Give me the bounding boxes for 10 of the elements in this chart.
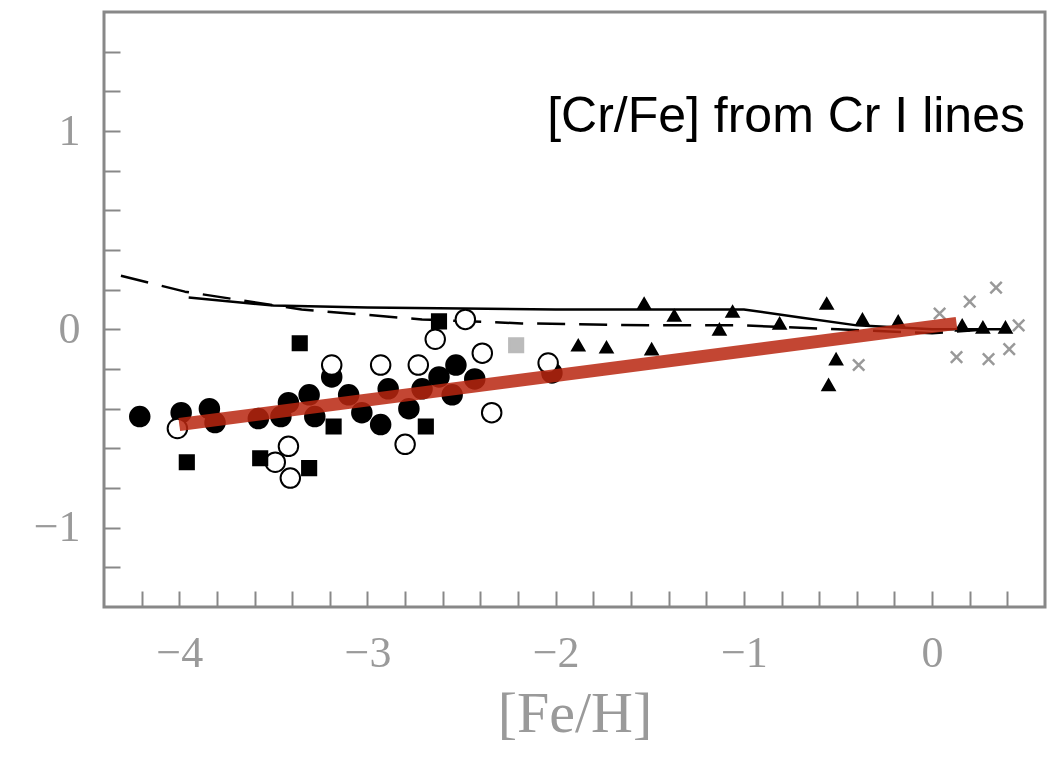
y-tick-label: 1	[58, 105, 81, 155]
x-tick-label: −3	[344, 627, 392, 677]
x-tick-label: −2	[532, 627, 580, 677]
text: [Cr/Fe] from Cr I lines	[547, 87, 1025, 143]
x-tick-label: 0	[921, 627, 944, 677]
y-tick-label: −1	[33, 502, 81, 552]
y-tick-label: 0	[58, 303, 81, 353]
x-tick-label: −4	[156, 627, 204, 677]
x-axis-title: [Fe/H]	[497, 679, 653, 745]
x-tick-label: −1	[720, 627, 768, 677]
